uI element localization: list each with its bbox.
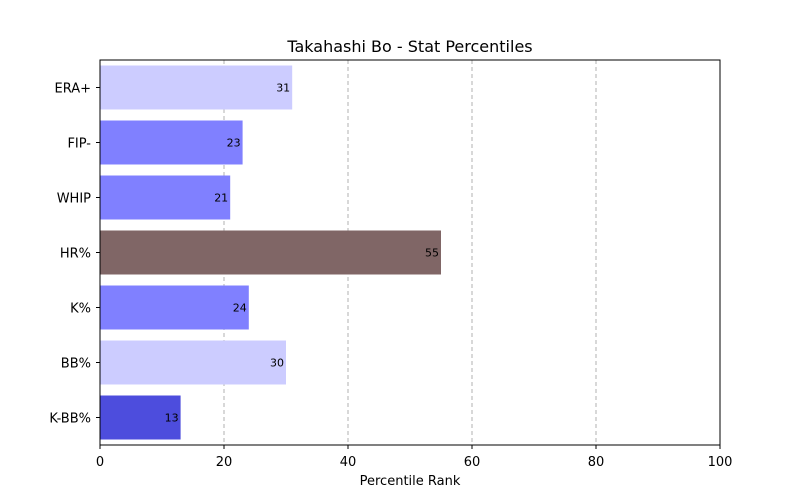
chart-title: Takahashi Bo - Stat Percentiles xyxy=(286,37,532,56)
y-tick-label-5: BB% xyxy=(61,357,91,372)
x-tick-label-5: 100 xyxy=(708,455,733,470)
bar-5 xyxy=(100,340,286,385)
x-tick-label-4: 80 xyxy=(588,455,605,470)
x-axis-ticks: 0 20 40 60 80 100 xyxy=(96,445,733,470)
y-axis-ticks: ERA+ FIP- WHIP HR% K% BB% K-BB% xyxy=(49,82,100,427)
x-tick-label-2: 40 xyxy=(340,455,357,470)
bar-1 xyxy=(100,120,243,165)
x-tick-label-1: 20 xyxy=(216,455,233,470)
data-label-1: 23 xyxy=(227,137,241,150)
y-tick-label-3: HR% xyxy=(60,247,91,262)
bars xyxy=(100,65,441,440)
data-label-4: 24 xyxy=(233,302,247,315)
y-tick-label-6: K-BB% xyxy=(49,412,91,427)
data-labels: 31 23 21 55 24 30 13 xyxy=(165,82,439,425)
x-axis-label: Percentile Rank xyxy=(360,474,461,489)
bar-4 xyxy=(100,285,249,330)
x-tick-label-0: 0 xyxy=(96,455,104,470)
data-label-5: 30 xyxy=(270,357,284,370)
bar-2 xyxy=(100,175,231,220)
y-tick-label-2: WHIP xyxy=(57,192,91,207)
bar-0 xyxy=(100,65,293,110)
y-tick-label-0: ERA+ xyxy=(54,82,91,97)
y-tick-label-1: FIP- xyxy=(67,137,91,152)
data-label-0: 31 xyxy=(276,82,290,95)
data-label-3: 55 xyxy=(425,247,439,260)
data-label-6: 13 xyxy=(165,412,179,425)
bar-6 xyxy=(100,395,181,440)
bar-3 xyxy=(100,230,441,275)
x-tick-label-3: 60 xyxy=(464,455,481,470)
y-tick-label-4: K% xyxy=(70,302,91,317)
data-label-2: 21 xyxy=(214,192,228,205)
